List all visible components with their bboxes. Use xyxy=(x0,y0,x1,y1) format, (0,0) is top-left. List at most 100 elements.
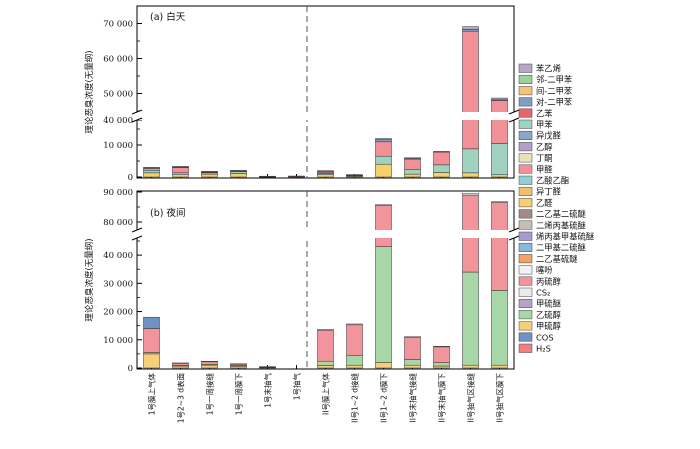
bar-segment xyxy=(462,148,479,174)
y-tick-label: 40 000 xyxy=(103,116,133,126)
legend-swatch xyxy=(518,298,533,308)
bar-segment xyxy=(404,364,421,369)
bar-segment xyxy=(143,316,160,329)
bar-segment xyxy=(375,138,392,140)
legend-label: 苯乙烯 xyxy=(536,64,561,74)
bar-segment xyxy=(172,362,189,364)
legend-swatch xyxy=(518,108,533,118)
category-label: II号抽气区膜下 xyxy=(495,373,505,423)
bar-segment xyxy=(375,163,392,178)
legend-swatch xyxy=(518,130,533,140)
bar-segment xyxy=(259,366,276,368)
bar-segment xyxy=(375,204,392,206)
bar-segment xyxy=(346,364,363,369)
y-tick-label: 20 000 xyxy=(103,308,133,318)
category-label: 1号一周接缝 xyxy=(205,373,215,416)
bar-segment xyxy=(317,174,334,178)
axis-break-mark xyxy=(131,235,143,241)
axis-break-mark xyxy=(131,227,143,233)
legend-label: 二烯丙基硫醚 xyxy=(536,220,586,230)
legend-label: 甲硫醇 xyxy=(536,321,561,331)
panel-title: (b) 夜间 xyxy=(150,207,185,219)
category-label: 1号一周膜下 xyxy=(234,373,244,416)
legend-label: 甲醛 xyxy=(536,164,553,174)
legend-label: 异丁醛 xyxy=(536,187,562,197)
bar-segment xyxy=(317,360,334,366)
y-axis-label: 理论恶臭浓度(无量纲) xyxy=(84,50,95,133)
legend-swatch xyxy=(518,74,533,84)
axis-break-mark xyxy=(508,109,520,115)
bar-segment xyxy=(491,100,508,144)
bar-segment xyxy=(462,26,479,30)
y-tick-label: 30 000 xyxy=(103,279,133,289)
legend-label: 邻-二甲苯 xyxy=(536,75,573,85)
category-label: II号抽气区接缝 xyxy=(466,373,476,423)
category-label: II号1~2 d接缝 xyxy=(350,373,360,423)
panel-b: 0 10 000 20 000 30 000 40 000 80 000 90 000 (b)… xyxy=(103,188,520,374)
bar-segment xyxy=(317,365,334,369)
bar-segment xyxy=(375,205,392,247)
bar-segment xyxy=(491,202,508,291)
bar-segment xyxy=(143,328,160,353)
legend-label: 二乙基硫醚 xyxy=(536,254,578,264)
legend-swatch xyxy=(518,265,533,275)
axis-break-mark xyxy=(131,117,143,123)
bar-segment xyxy=(404,336,421,338)
bar-segment xyxy=(346,174,363,176)
bar-segment xyxy=(433,172,450,178)
bar-segment xyxy=(462,364,479,369)
legend-label: 乙苯 xyxy=(536,108,553,118)
bar-segment xyxy=(433,151,450,153)
legend-swatch xyxy=(518,321,533,331)
legend-swatch xyxy=(518,242,533,252)
legend-swatch xyxy=(518,164,533,174)
bar-segment xyxy=(462,271,479,366)
bar-segment xyxy=(230,170,247,172)
bar-segment xyxy=(462,29,479,32)
bar-segment xyxy=(491,143,508,176)
bar-segment xyxy=(433,164,450,173)
legend-swatch xyxy=(518,231,533,241)
legend-swatch xyxy=(518,332,533,342)
legend-swatch xyxy=(518,220,533,230)
legend-swatch xyxy=(518,310,533,320)
bar-segment xyxy=(230,171,247,174)
bar-segment xyxy=(433,362,450,367)
panel-a: 0 10 000 40 000 50 000 60 000 70 000 (a) 白天 xyxy=(103,5,520,183)
y-tick-label: 0 xyxy=(128,364,133,374)
bar-segment xyxy=(491,201,508,203)
bar-segment xyxy=(375,155,392,165)
panel-title: (a) 白天 xyxy=(150,11,186,23)
legend-label: 烯丙基甲基硫醚 xyxy=(536,232,595,242)
category-label: II号末抽气接缝 xyxy=(408,373,418,423)
bar-segment xyxy=(491,97,508,101)
legend-label: 噻吩 xyxy=(536,265,553,275)
legend-label: COS xyxy=(536,332,554,342)
legend-swatch xyxy=(518,97,533,107)
y-axis-labels: 理论恶臭浓度(无量纲) 理论恶臭浓度(无量纲) xyxy=(84,50,95,321)
category-label: 1号抽气 xyxy=(292,373,302,401)
category-label: 1号末抽气 xyxy=(263,373,273,408)
bar-segment xyxy=(201,173,218,178)
plot-frame xyxy=(136,5,515,179)
bar-segment xyxy=(172,167,189,174)
bar-segment xyxy=(433,346,450,348)
bar-segment xyxy=(404,157,421,159)
legend-swatch xyxy=(518,287,533,297)
axis-break-mark xyxy=(508,235,520,241)
legend-swatch xyxy=(518,63,533,73)
bar-segment xyxy=(346,355,363,366)
bar-segment xyxy=(143,170,160,174)
bar-segment xyxy=(172,166,189,168)
legend-swatch xyxy=(518,198,533,208)
category-labels: 1号膜上气体 1号2~3 d表面 1号一周接缝 1号一周膜下 1号末抽气 1号抽气 II号膜… xyxy=(147,373,505,424)
legend-swatch xyxy=(518,343,533,353)
legend-swatch xyxy=(518,119,533,129)
legend-label: 对-二甲苯 xyxy=(536,97,573,107)
legend-swatch xyxy=(518,142,533,152)
bar-segment xyxy=(201,171,218,173)
bar-segment xyxy=(346,323,363,326)
bar-segment xyxy=(462,30,479,150)
legend-label: 乙酸乙酯 xyxy=(536,176,569,186)
